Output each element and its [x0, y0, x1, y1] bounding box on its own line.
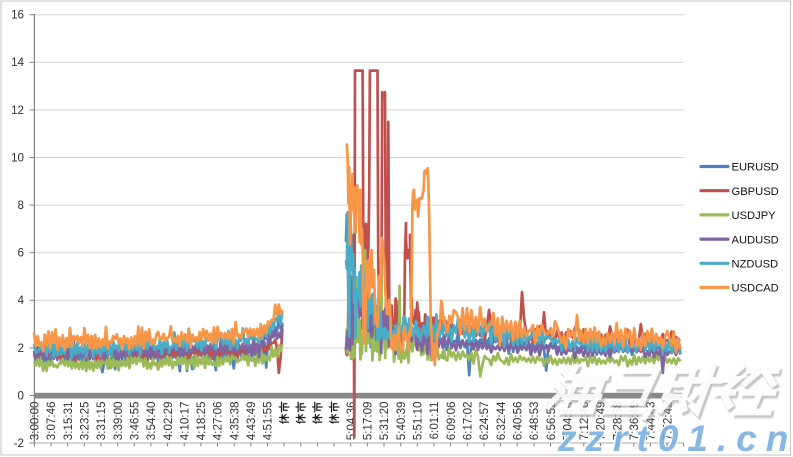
- svg-text:5:51:10: 5:51:10: [412, 402, 425, 441]
- svg-text:2: 2: [18, 342, 24, 355]
- svg-text:AUDUSD: AUDUSD: [732, 234, 779, 246]
- svg-text:3:31:15: 3:31:15: [95, 402, 108, 441]
- svg-text:6:48:53: 6:48:53: [528, 402, 541, 441]
- svg-text:5:31:20: 5:31:20: [378, 402, 391, 441]
- svg-text:4:43:49: 4:43:49: [245, 402, 258, 441]
- svg-text:3:54:40: 3:54:40: [145, 402, 158, 441]
- svg-text:12: 12: [11, 104, 24, 117]
- svg-text:USDJPY: USDJPY: [732, 210, 777, 222]
- svg-text:4:35:38: 4:35:38: [228, 402, 241, 441]
- svg-text:6:40:56: 6:40:56: [512, 402, 525, 441]
- svg-text:4:10:17: 4:10:17: [178, 402, 191, 441]
- svg-text:3:07:46: 3:07:46: [45, 402, 58, 441]
- svg-text:3:46:55: 3:46:55: [129, 402, 142, 441]
- svg-text:4:51:55: 4:51:55: [262, 402, 275, 441]
- svg-text:6: 6: [18, 247, 24, 260]
- svg-text:GBPUSD: GBPUSD: [732, 186, 779, 198]
- svg-text:16: 16: [11, 9, 24, 22]
- svg-text:6:09:06: 6:09:06: [445, 402, 458, 441]
- svg-text:6:32:44: 6:32:44: [495, 401, 508, 440]
- svg-text:0: 0: [18, 389, 24, 402]
- svg-text:8: 8: [18, 199, 24, 212]
- svg-text:10: 10: [11, 151, 24, 164]
- svg-text:3:39:00: 3:39:00: [112, 402, 125, 441]
- svg-text:3:23:25: 3:23:25: [79, 402, 92, 441]
- svg-text:USDCAD: USDCAD: [732, 283, 779, 295]
- svg-text:5:40:39: 5:40:39: [395, 402, 408, 441]
- svg-text:-2: -2: [14, 437, 24, 450]
- svg-text:5:17:09: 5:17:09: [362, 402, 375, 441]
- svg-text:6:01:11: 6:01:11: [428, 402, 441, 440]
- svg-text:3:15:31: 3:15:31: [62, 402, 75, 441]
- svg-text:NZDUSD: NZDUSD: [732, 259, 779, 271]
- svg-text:4:27:06: 4:27:06: [212, 402, 225, 441]
- svg-text:5:04:36: 5:04:36: [345, 402, 358, 441]
- svg-text:3:00:00: 3:00:00: [29, 402, 42, 441]
- svg-text:4:18:25: 4:18:25: [195, 402, 208, 441]
- svg-text:EURUSD: EURUSD: [732, 162, 779, 174]
- svg-text:6:17:02: 6:17:02: [462, 402, 475, 441]
- svg-text:4: 4: [18, 294, 25, 307]
- svg-text:zzrt01.cn: zzrt01.cn: [557, 418, 793, 457]
- svg-text:6:24:57: 6:24:57: [478, 402, 491, 441]
- svg-text:4:02:29: 4:02:29: [162, 402, 175, 441]
- svg-text:14: 14: [11, 56, 24, 69]
